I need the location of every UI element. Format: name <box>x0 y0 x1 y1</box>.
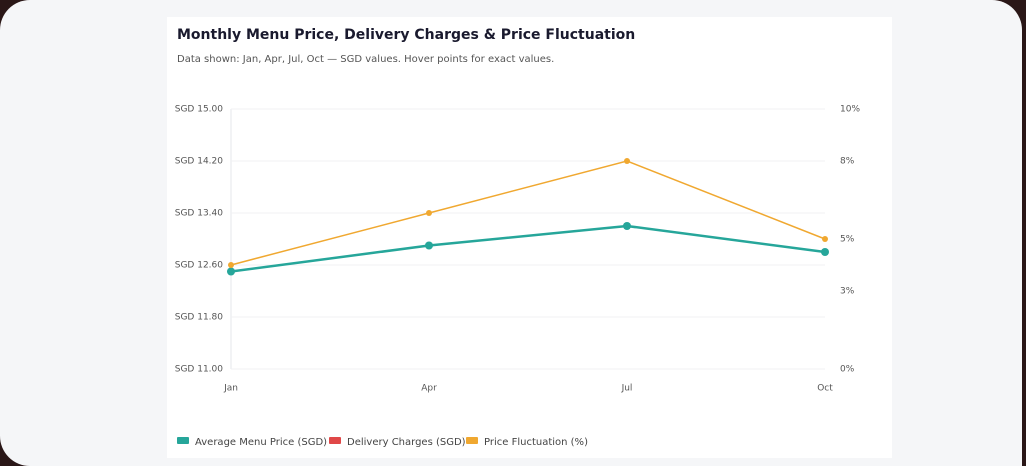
y-tick-label: SGD 14.20 <box>175 157 224 167</box>
data-point[interactable] <box>227 267 235 276</box>
x-tick-label: Apr <box>421 384 437 394</box>
y-tick-label: SGD 15.00 <box>175 105 224 115</box>
legend-swatch[interactable] <box>329 437 341 444</box>
y2-tick-label: 0% <box>840 365 855 375</box>
y2-tick-label: 10% <box>840 105 860 115</box>
data-point[interactable] <box>425 241 433 250</box>
chart-subtitle: Data shown: Jan, Apr, Jul, Oct — SGD val… <box>177 54 554 65</box>
chart-title: Monthly Menu Price, Delivery Charges & P… <box>177 27 635 43</box>
legend-label[interactable]: Price Fluctuation (%) <box>484 437 588 448</box>
y-tick-label: SGD 12.60 <box>175 261 224 271</box>
y-tick-label: SGD 11.00 <box>175 365 224 375</box>
y2-tick-label: 8% <box>840 157 855 167</box>
data-point[interactable] <box>426 210 432 216</box>
series-line <box>230 160 826 266</box>
legend-swatch[interactable] <box>466 437 478 444</box>
data-point[interactable] <box>822 236 828 242</box>
series-line <box>230 224 826 273</box>
x-tick-label: Oct <box>817 384 833 394</box>
data-point[interactable] <box>624 158 630 164</box>
data-point[interactable] <box>228 262 234 268</box>
x-tick-label: Jul <box>621 384 633 394</box>
y2-tick-label: 5% <box>840 235 855 245</box>
legend-label[interactable]: Delivery Charges (SGD) <box>347 437 466 448</box>
card <box>167 17 892 458</box>
x-tick-label: Jan <box>223 384 238 394</box>
legend-label[interactable]: Average Menu Price (SGD) <box>195 437 327 448</box>
y2-tick-label: 3% <box>840 287 855 297</box>
legend-swatch[interactable] <box>177 437 189 444</box>
y-tick-label: SGD 11.80 <box>175 313 224 323</box>
data-point[interactable] <box>821 248 829 256</box>
y-tick-label: SGD 13.40 <box>175 209 224 219</box>
data-point[interactable] <box>623 222 631 230</box>
